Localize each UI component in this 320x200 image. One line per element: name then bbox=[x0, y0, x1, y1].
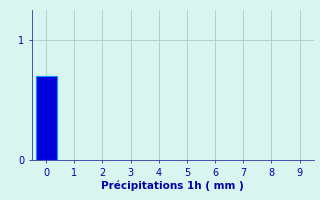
Bar bbox=[36, 76, 57, 160]
X-axis label: Précipitations 1h ( mm ): Précipitations 1h ( mm ) bbox=[101, 180, 244, 191]
